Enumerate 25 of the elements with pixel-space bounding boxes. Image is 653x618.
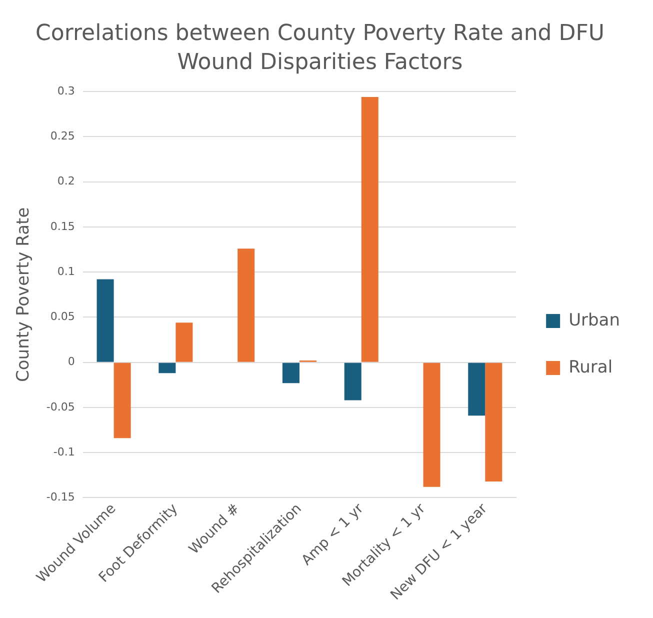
bar — [238, 248, 255, 362]
bar — [282, 363, 300, 384]
bar — [176, 322, 193, 362]
bar — [361, 97, 378, 362]
bar — [158, 363, 176, 374]
y-tick-label: -0.1 — [53, 446, 75, 459]
y-tick-label: -0.15 — [46, 490, 75, 504]
y-tick-label: -0.05 — [46, 400, 75, 414]
y-tick-label: 0 — [68, 355, 75, 368]
bar — [114, 363, 131, 438]
chart-title: Correlations between County Poverty Rate and DFU Wound Disparities Factors — [34, 20, 606, 77]
bar — [468, 363, 486, 416]
y-tick-label: 0.1 — [57, 265, 75, 278]
bar — [96, 279, 114, 362]
bar — [344, 363, 362, 400]
y-tick-label: 0.2 — [57, 174, 75, 188]
y-tick-label: 0.05 — [50, 310, 75, 324]
legend-label: Rural — [568, 358, 613, 378]
bar — [423, 363, 440, 488]
legend-label: Urban — [568, 310, 620, 331]
y-tick-label: 0.15 — [50, 220, 75, 234]
bar — [485, 363, 502, 482]
y-tick-label: 0.25 — [50, 130, 75, 143]
y-tick-label: 0.3 — [57, 84, 75, 98]
y-axis-title: County Poverty Rate — [14, 208, 34, 382]
